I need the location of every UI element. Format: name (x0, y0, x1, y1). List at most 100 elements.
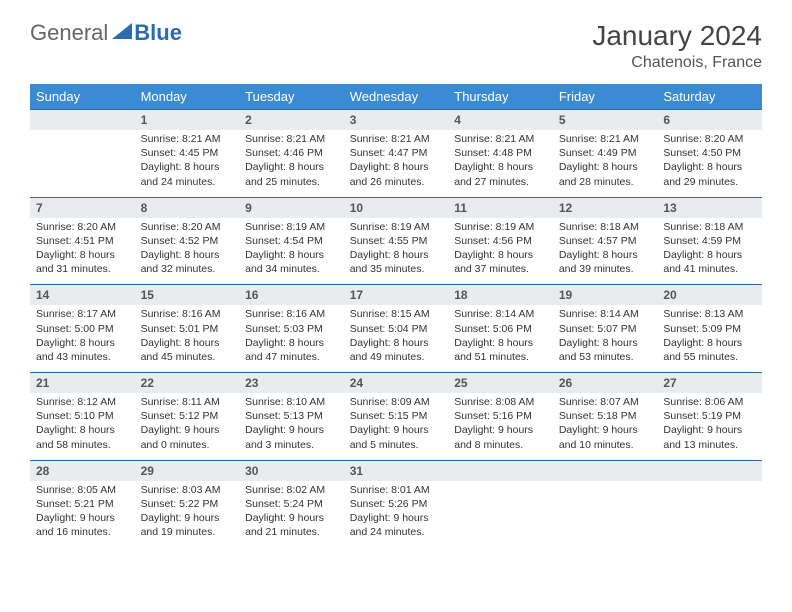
sunrise-text: Sunrise: 8:21 AM (559, 132, 652, 146)
day-cell: Sunrise: 8:18 AMSunset: 4:57 PMDaylight:… (553, 218, 658, 285)
sunset-text: Sunset: 4:46 PM (245, 146, 338, 160)
day-cell: Sunrise: 8:19 AMSunset: 4:54 PMDaylight:… (239, 218, 344, 285)
daylight-text: Daylight: 8 hours and 28 minutes. (559, 160, 652, 188)
sunrise-text: Sunrise: 8:15 AM (350, 307, 443, 321)
sunrise-text: Sunrise: 8:17 AM (36, 307, 129, 321)
daylight-text: Daylight: 8 hours and 55 minutes. (663, 336, 756, 364)
logo-triangle-icon (112, 23, 132, 44)
sunrise-text: Sunrise: 8:16 AM (141, 307, 234, 321)
daylight-text: Daylight: 8 hours and 58 minutes. (36, 423, 129, 451)
daylight-text: Daylight: 8 hours and 24 minutes. (141, 160, 234, 188)
sunset-text: Sunset: 5:22 PM (141, 497, 234, 511)
date-cell (553, 460, 658, 481)
day-cell: Sunrise: 8:15 AMSunset: 5:04 PMDaylight:… (344, 305, 449, 372)
sunrise-text: Sunrise: 8:18 AM (663, 220, 756, 234)
day-cell: Sunrise: 8:13 AMSunset: 5:09 PMDaylight:… (657, 305, 762, 372)
sunrise-text: Sunrise: 8:02 AM (245, 483, 338, 497)
daylight-text: Daylight: 8 hours and 39 minutes. (559, 248, 652, 276)
sunset-text: Sunset: 5:09 PM (663, 322, 756, 336)
day-cell: Sunrise: 8:19 AMSunset: 4:55 PMDaylight:… (344, 218, 449, 285)
data-row: Sunrise: 8:17 AMSunset: 5:00 PMDaylight:… (30, 305, 762, 372)
sunset-text: Sunset: 5:12 PM (141, 409, 234, 423)
day-cell: Sunrise: 8:01 AMSunset: 5:26 PMDaylight:… (344, 481, 449, 548)
date-cell: 21 (30, 373, 135, 394)
header: General Blue January 2024 Chatenois, Fra… (30, 20, 762, 72)
sunset-text: Sunset: 5:03 PM (245, 322, 338, 336)
day-cell (657, 481, 762, 548)
sunrise-text: Sunrise: 8:18 AM (559, 220, 652, 234)
day-cell (448, 481, 553, 548)
date-cell: 16 (239, 285, 344, 306)
sunrise-text: Sunrise: 8:10 AM (245, 395, 338, 409)
data-row: Sunrise: 8:05 AMSunset: 5:21 PMDaylight:… (30, 481, 762, 548)
date-cell: 8 (135, 197, 240, 218)
day-cell: Sunrise: 8:20 AMSunset: 4:50 PMDaylight:… (657, 130, 762, 197)
daylight-text: Daylight: 9 hours and 8 minutes. (454, 423, 547, 451)
date-row: 78910111213 (30, 197, 762, 218)
day-cell: Sunrise: 8:07 AMSunset: 5:18 PMDaylight:… (553, 393, 658, 460)
daylight-text: Daylight: 8 hours and 43 minutes. (36, 336, 129, 364)
date-cell: 15 (135, 285, 240, 306)
date-cell: 18 (448, 285, 553, 306)
day-cell (553, 481, 658, 548)
sunrise-text: Sunrise: 8:01 AM (350, 483, 443, 497)
sunrise-text: Sunrise: 8:14 AM (559, 307, 652, 321)
day-header: Thursday (448, 84, 553, 110)
daylight-text: Daylight: 8 hours and 47 minutes. (245, 336, 338, 364)
day-header: Wednesday (344, 84, 449, 110)
sunset-text: Sunset: 4:59 PM (663, 234, 756, 248)
date-cell: 24 (344, 373, 449, 394)
day-header: Sunday (30, 84, 135, 110)
sunrise-text: Sunrise: 8:09 AM (350, 395, 443, 409)
daylight-text: Daylight: 9 hours and 21 minutes. (245, 511, 338, 539)
sunset-text: Sunset: 5:16 PM (454, 409, 547, 423)
sunset-text: Sunset: 4:54 PM (245, 234, 338, 248)
day-cell: Sunrise: 8:08 AMSunset: 5:16 PMDaylight:… (448, 393, 553, 460)
sunset-text: Sunset: 5:04 PM (350, 322, 443, 336)
day-header: Friday (553, 84, 658, 110)
sunrise-text: Sunrise: 8:20 AM (141, 220, 234, 234)
day-cell: Sunrise: 8:20 AMSunset: 4:52 PMDaylight:… (135, 218, 240, 285)
date-cell: 4 (448, 110, 553, 131)
day-cell: Sunrise: 8:21 AMSunset: 4:45 PMDaylight:… (135, 130, 240, 197)
day-header: Monday (135, 84, 240, 110)
date-cell: 3 (344, 110, 449, 131)
date-cell: 12 (553, 197, 658, 218)
day-cell (30, 130, 135, 197)
sunset-text: Sunset: 5:21 PM (36, 497, 129, 511)
daylight-text: Daylight: 9 hours and 19 minutes. (141, 511, 234, 539)
calendar-table: Sunday Monday Tuesday Wednesday Thursday… (30, 84, 762, 547)
day-cell: Sunrise: 8:14 AMSunset: 5:06 PMDaylight:… (448, 305, 553, 372)
title-block: January 2024 Chatenois, France (592, 20, 762, 72)
date-cell: 14 (30, 285, 135, 306)
date-row: 123456 (30, 110, 762, 131)
data-row: Sunrise: 8:21 AMSunset: 4:45 PMDaylight:… (30, 130, 762, 197)
sunset-text: Sunset: 5:13 PM (245, 409, 338, 423)
daylight-text: Daylight: 8 hours and 25 minutes. (245, 160, 338, 188)
sunrise-text: Sunrise: 8:20 AM (36, 220, 129, 234)
sunrise-text: Sunrise: 8:11 AM (141, 395, 234, 409)
sunset-text: Sunset: 4:50 PM (663, 146, 756, 160)
date-cell: 19 (553, 285, 658, 306)
daylight-text: Daylight: 9 hours and 3 minutes. (245, 423, 338, 451)
date-cell: 28 (30, 460, 135, 481)
day-cell: Sunrise: 8:10 AMSunset: 5:13 PMDaylight:… (239, 393, 344, 460)
day-cell: Sunrise: 8:21 AMSunset: 4:49 PMDaylight:… (553, 130, 658, 197)
daylight-text: Daylight: 9 hours and 5 minutes. (350, 423, 443, 451)
logo-text-gray: General (30, 20, 108, 46)
sunrise-text: Sunrise: 8:16 AM (245, 307, 338, 321)
date-cell: 13 (657, 197, 762, 218)
day-cell: Sunrise: 8:09 AMSunset: 5:15 PMDaylight:… (344, 393, 449, 460)
sunset-text: Sunset: 5:01 PM (141, 322, 234, 336)
sunset-text: Sunset: 5:07 PM (559, 322, 652, 336)
day-cell: Sunrise: 8:14 AMSunset: 5:07 PMDaylight:… (553, 305, 658, 372)
day-cell: Sunrise: 8:21 AMSunset: 4:48 PMDaylight:… (448, 130, 553, 197)
date-cell: 25 (448, 373, 553, 394)
date-row: 28293031 (30, 460, 762, 481)
day-cell: Sunrise: 8:19 AMSunset: 4:56 PMDaylight:… (448, 218, 553, 285)
sunrise-text: Sunrise: 8:07 AM (559, 395, 652, 409)
daylight-text: Daylight: 8 hours and 26 minutes. (350, 160, 443, 188)
day-cell: Sunrise: 8:17 AMSunset: 5:00 PMDaylight:… (30, 305, 135, 372)
date-cell (30, 110, 135, 131)
sunrise-text: Sunrise: 8:03 AM (141, 483, 234, 497)
